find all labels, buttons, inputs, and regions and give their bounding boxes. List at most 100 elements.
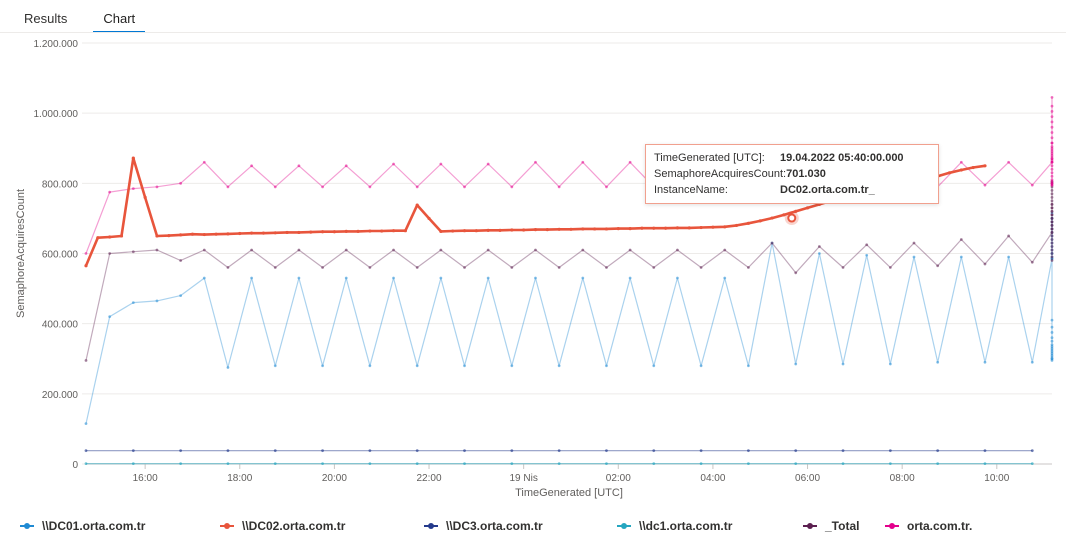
data-point (273, 185, 277, 189)
data-point (1050, 125, 1054, 129)
legend-label: \\dc1.orta.com.tr (639, 519, 733, 533)
legend-item-dc02[interactable]: \\DC02.orta.com.tr (220, 519, 345, 533)
data-point (273, 266, 277, 269)
data-point (522, 228, 526, 232)
legend-swatch (617, 523, 631, 529)
data-point (770, 241, 774, 245)
data-point (273, 364, 277, 368)
data-point (865, 243, 869, 247)
data-point (474, 229, 478, 233)
data-point (604, 227, 609, 231)
data-point (226, 462, 230, 466)
y-tick-label: 800.000 (42, 179, 79, 190)
legend-label: \\DC01.orta.com.tr (42, 519, 146, 533)
series-dc01-orta-com-tr (84, 211, 1054, 426)
legend-item-dc1[interactable]: \\dc1.orta.com.tr (617, 519, 732, 533)
data-point (250, 248, 254, 252)
data-point (96, 236, 100, 240)
data-point (202, 276, 206, 280)
data-point (1050, 234, 1054, 238)
data-point (415, 449, 419, 453)
data-point (557, 227, 561, 231)
data-point (202, 248, 206, 252)
data-point (936, 360, 940, 364)
data-point (415, 185, 419, 189)
data-point (534, 276, 537, 280)
tab-chart[interactable]: Chart (93, 11, 145, 33)
data-point (983, 360, 987, 364)
data-point (451, 229, 455, 233)
data-point (794, 449, 798, 453)
data-point (1050, 171, 1054, 175)
data-point (817, 245, 821, 248)
series-dc3-orta-com-tr (84, 449, 1034, 453)
y-tick-label: 1.200.000 (34, 39, 79, 50)
data-point (463, 462, 466, 466)
data-point (510, 185, 514, 189)
data-point (971, 165, 975, 170)
tooltip-row: TimeGenerated [UTC]: 19.04.2022 05:40:00… (654, 150, 930, 166)
data-point (1050, 259, 1054, 262)
series-line (85, 212, 1053, 424)
data-point (1050, 174, 1054, 178)
data-point (297, 276, 301, 280)
data-point (557, 462, 561, 466)
data-point (297, 248, 301, 252)
data-point (486, 276, 490, 280)
data-point (131, 156, 135, 160)
data-point (84, 462, 88, 466)
tooltip-row: InstanceName: DC02.orta.com.tr_ (654, 182, 930, 198)
data-point (652, 226, 656, 230)
data-point (108, 315, 112, 319)
data-point (1050, 160, 1054, 164)
legend-item-dc3[interactable]: \\DC3.orta.com.tr (424, 519, 543, 533)
legend-item-total[interactable]: _Total (803, 519, 859, 533)
data-point (628, 248, 632, 252)
data-point (344, 248, 348, 252)
data-point (403, 229, 407, 233)
data-point (1050, 110, 1054, 113)
data-point (510, 462, 514, 466)
data-point (226, 185, 230, 189)
tooltip-key: InstanceName: (654, 184, 728, 196)
data-point (179, 462, 183, 466)
data-point (723, 225, 727, 229)
data-point (1050, 224, 1054, 227)
data-point (380, 229, 384, 233)
data-point (1050, 245, 1054, 248)
data-point (179, 259, 183, 262)
x-tick-label: 10:00 (984, 473, 1009, 484)
data-point (1050, 241, 1054, 245)
data-point (983, 164, 987, 168)
data-point (415, 364, 419, 368)
data-point (238, 231, 242, 236)
data-point (344, 164, 348, 168)
data-point (557, 185, 561, 189)
data-point (131, 187, 135, 190)
data-point (959, 168, 963, 172)
data-point (463, 266, 466, 269)
data-point (510, 364, 514, 368)
data-point (1050, 136, 1054, 140)
data-point (320, 230, 325, 234)
data-point (1007, 255, 1011, 259)
legend-item-dc01[interactable]: \\DC01.orta.com.tr (20, 519, 145, 533)
data-point (983, 462, 987, 466)
data-point (179, 294, 183, 297)
data-point (936, 449, 940, 453)
data-point (1050, 164, 1054, 168)
tab-divider (0, 32, 1066, 33)
data-point (179, 233, 183, 237)
tooltip-value: 19.04.2022 05:40:00.000 (780, 152, 904, 164)
data-point (1050, 202, 1054, 206)
data-point (675, 226, 680, 230)
tooltip-row: SemaphoreAcquiresCount: 701.030 (654, 166, 930, 182)
data-point (557, 364, 561, 368)
gridlines (82, 42, 1052, 465)
tab-results[interactable]: Results (24, 11, 68, 26)
data-point (628, 226, 632, 231)
data-point (1050, 213, 1054, 217)
data-point (947, 171, 952, 175)
legend-item-orta[interactable]: orta.com.tr. (885, 519, 972, 533)
data-point (1050, 318, 1054, 322)
